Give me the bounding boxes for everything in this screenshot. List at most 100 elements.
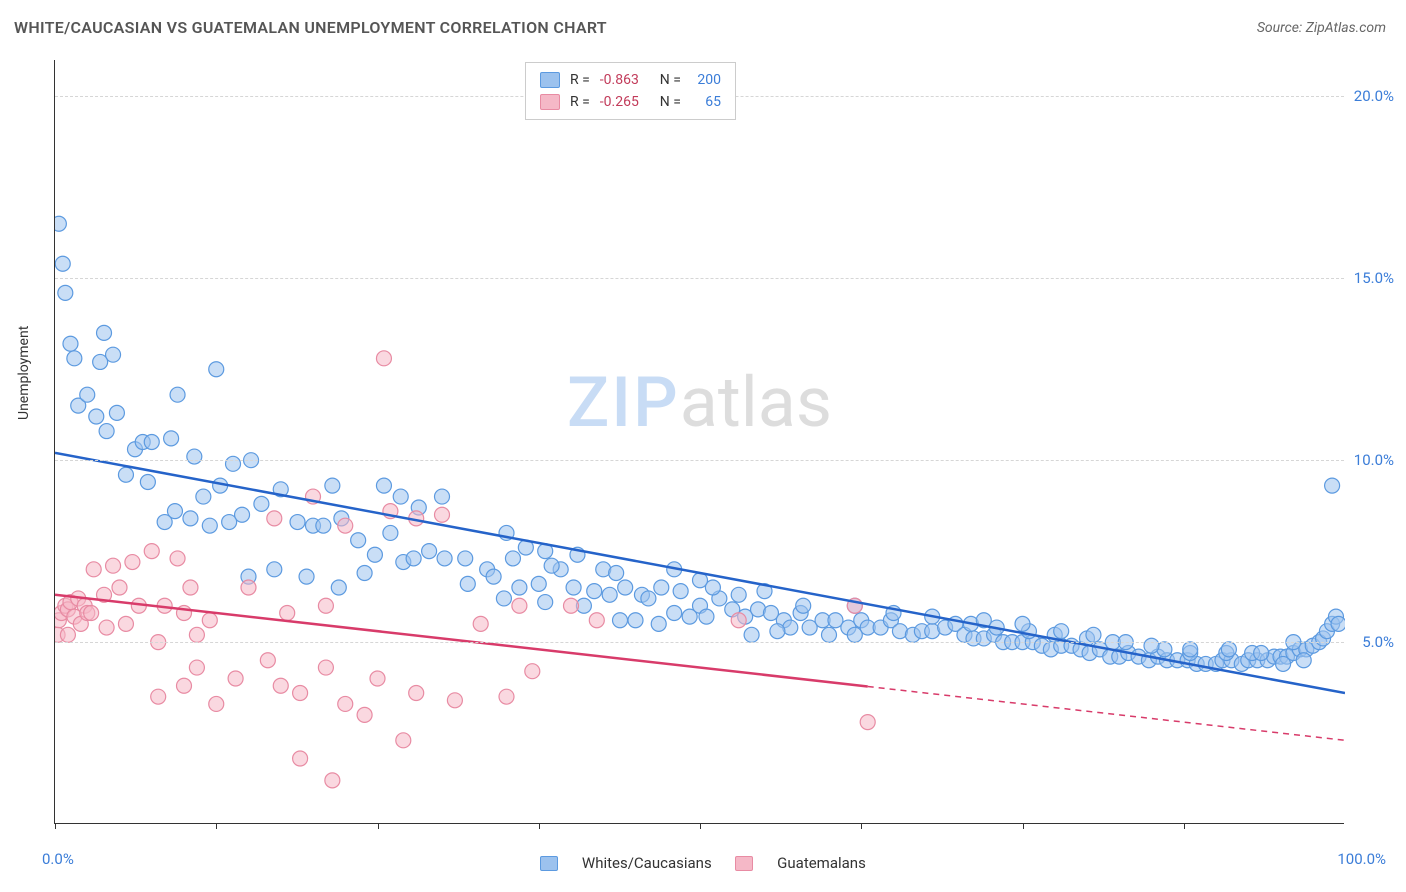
data-point [731,587,746,602]
data-point [67,351,82,366]
data-point [525,664,540,679]
data-point [422,544,437,559]
data-point [566,580,581,595]
scatter-plot-svg [55,60,1345,824]
data-point [564,598,579,613]
data-point [202,518,217,533]
x-minor-tick [700,823,701,829]
data-point [55,216,66,231]
data-point [383,525,398,540]
data-point [84,605,99,620]
data-point [435,489,450,504]
data-point [618,580,633,595]
data-point [1144,638,1159,653]
data-point [628,613,643,628]
bottom-legend-swatch-1 [735,856,753,871]
data-point [744,627,759,642]
plot-area: ZIPatlas [54,60,1344,824]
data-point [437,551,452,566]
data-point [505,551,520,566]
bottom-legend-label-1: Guatemalans [777,854,866,872]
data-point [60,627,75,642]
data-point [1325,478,1340,493]
data-point [228,671,243,686]
data-point [106,558,121,573]
data-point [473,616,488,631]
y-tick-label: 15.0% [1354,269,1394,287]
data-point [1331,616,1345,631]
data-point [770,624,785,639]
data-point [226,456,241,471]
data-point [164,431,179,446]
data-point [409,686,424,701]
data-point [538,595,553,610]
data-point [1221,642,1236,657]
data-point [796,598,811,613]
legend-swatch-0 [540,72,560,88]
data-point [435,507,450,522]
data-point [393,489,408,504]
data-point [1296,653,1311,668]
data-point [63,336,78,351]
data-point [144,435,159,450]
y-tick-label: 5.0% [1362,633,1394,651]
data-point [458,551,473,566]
data-point [118,616,133,631]
data-point [1086,627,1101,642]
data-point [140,475,155,490]
data-point [106,347,121,362]
data-point [167,504,182,519]
x-minor-tick [55,823,56,829]
data-point [325,773,340,788]
x-minor-tick [539,823,540,829]
data-point [99,424,114,439]
data-point [331,580,346,595]
y-tick-label: 10.0% [1354,451,1394,469]
data-point [290,515,305,530]
data-point [189,660,204,675]
bottom-legend: Whites/Caucasians Guatemalans [0,853,1406,872]
data-point [187,449,202,464]
data-point [273,678,288,693]
data-point [80,387,95,402]
data-point [589,613,604,628]
data-point [699,609,714,624]
data-point [293,751,308,766]
data-point [673,584,688,599]
data-point [512,580,527,595]
x-minor-tick [861,823,862,829]
data-point [267,511,282,526]
source-attribution: Source: ZipAtlas.com [1257,20,1386,36]
data-point [177,678,192,693]
data-point [376,478,391,493]
data-point [118,467,133,482]
data-point [860,715,875,730]
data-point [370,671,385,686]
data-point [822,627,837,642]
data-point [202,613,217,628]
data-point [447,693,462,708]
gridline [55,460,1344,461]
data-point [396,733,411,748]
data-point [235,507,250,522]
x-minor-tick [1023,823,1024,829]
trend-line-solid [55,595,868,687]
data-point [1183,642,1198,657]
data-point [376,351,391,366]
data-point [316,518,331,533]
data-point [58,285,73,300]
bottom-legend-swatch-0 [540,856,558,871]
data-point [170,387,185,402]
data-point [357,565,372,580]
legend-row-series-1: R = -0.265 N = 65 [540,91,721,113]
data-point [151,689,166,704]
data-point [267,562,282,577]
correlation-legend: R = -0.863 N = 200 R = -0.265 N = 65 [525,62,736,120]
data-point [499,689,514,704]
data-point [109,405,124,420]
data-point [587,584,602,599]
data-point [731,613,746,628]
data-point [189,627,204,642]
x-minor-tick [216,823,217,829]
data-point [293,686,308,701]
